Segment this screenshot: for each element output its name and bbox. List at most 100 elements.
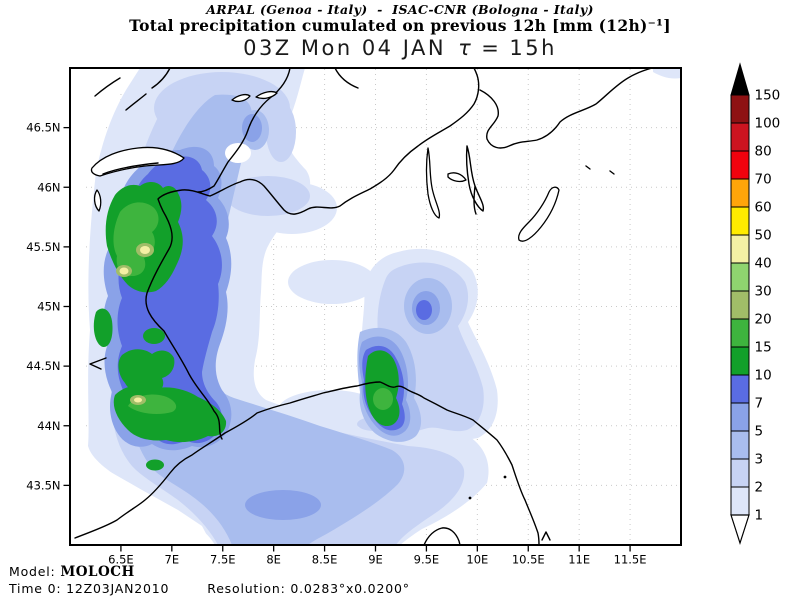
swiss-lake-thun — [231, 93, 251, 103]
axis-ticks — [63, 126, 631, 552]
init-time-label: Time 0: — [9, 581, 67, 596]
precip-level10-cluster — [118, 349, 175, 394]
white-left-margin — [70, 68, 86, 545]
x-axis-label: 9E — [368, 553, 383, 567]
colorbar-cell — [730, 458, 750, 488]
lake-como — [465, 145, 485, 215]
island-gorgona — [468, 496, 472, 500]
precip-level5-sea-oval — [245, 490, 321, 520]
resolution-value: 0.0283°x0.0200° — [290, 581, 410, 596]
x-axis-label: 7E — [165, 553, 180, 567]
model-line: Model: MOLOCH — [9, 564, 135, 580]
islet-b — [609, 170, 615, 175]
swiss-lake-brienz — [255, 90, 278, 100]
lead-time-value: 15h — [509, 36, 557, 60]
resolution-label: Resolution: — [207, 581, 291, 596]
colorbar-label: 100 — [755, 116, 781, 132]
time-resolution-line: Time 0: 12Z03JAN2010 Resolution: 0.0283°x… — [9, 581, 410, 596]
y-axis-label: 43.5N — [26, 478, 60, 492]
corsica-cap-corse — [423, 527, 461, 545]
y-axis-label: 46N — [37, 180, 60, 194]
islet-a — [585, 165, 591, 170]
x-axis-label: 10E — [466, 553, 488, 567]
colorbar-under-arrow — [730, 514, 750, 545]
colorbar-over-arrow — [730, 62, 750, 96]
colorbar-cell — [730, 346, 750, 376]
colorbar-label: 80 — [755, 144, 772, 160]
init-time-value: 12Z03JAN2010 — [66, 581, 170, 596]
lake-lugano — [447, 172, 467, 183]
x-axis-label: 10.5E — [512, 553, 545, 567]
colorbar-cell — [730, 262, 750, 292]
colorbar-cell — [730, 318, 750, 348]
precip-level2-finger — [266, 102, 296, 162]
colorbar-label: 30 — [755, 284, 772, 300]
colorbar-label: 150 — [755, 88, 781, 104]
precip-level10-south-dot — [146, 459, 164, 471]
colorbar-label: 1 — [755, 508, 764, 524]
valid-time-text: 03Z Mon 04 JAN — [243, 36, 447, 60]
model-name: MOLOCH — [60, 564, 135, 580]
coastline-riviera — [74, 381, 540, 545]
axis-labels: 6.5E 7E 7.5E 8E 8.5E 9E 9.5E 10E 10.5E 11E 11.5E 46… — [26, 121, 646, 567]
colorbar-label: 40 — [755, 256, 772, 272]
colorbar-cell — [730, 290, 750, 320]
colorbar-cell — [730, 122, 750, 152]
precip-level15-genoa-inner — [373, 388, 393, 410]
islet-triangle — [541, 531, 551, 541]
institutions-credit-line: ARPAL (Genoa - Italy) - ISAC-CNR (Bologn… — [206, 2, 594, 17]
colorbar-cell — [730, 486, 750, 516]
lake-geneva — [90, 146, 185, 177]
colorbar-cell — [730, 178, 750, 208]
lake-garda — [517, 186, 560, 242]
colorbar-label: 10 — [755, 368, 772, 384]
precip-level2-tongue — [226, 176, 310, 216]
geography-lines — [74, 68, 653, 545]
colorbar-cell — [730, 234, 750, 264]
lake-maggiore — [425, 147, 441, 219]
precip-level7-po-spot — [416, 300, 432, 320]
equals-sign: = — [481, 36, 502, 60]
border-top-stub-b — [334, 68, 359, 89]
y-axis-label: 45.5N — [26, 240, 60, 254]
precip-level10-west-sliver — [93, 308, 113, 348]
border-top-stub-a — [151, 68, 171, 89]
island-capraia — [503, 475, 507, 479]
colorbar-cell — [730, 150, 750, 180]
colorbar-label: 15 — [755, 340, 772, 356]
model-label: Model: — [9, 564, 61, 579]
precip-level5-top-spot — [242, 114, 262, 142]
border-france-italy — [145, 68, 480, 440]
colorbar-label: 7 — [755, 396, 764, 412]
x-axis-label: 11.5E — [614, 553, 647, 567]
colorbar-cell — [730, 374, 750, 404]
colorbar-cell — [730, 430, 750, 460]
x-axis-label: 7.5E — [210, 553, 236, 567]
colorbar-label: 60 — [755, 200, 772, 216]
white-southwest-corner — [70, 458, 212, 545]
x-axis-label: 9.5E — [414, 553, 440, 567]
jura-line-a — [94, 77, 121, 97]
precipitation-field — [70, 68, 681, 545]
colorbar-label: 5 — [755, 424, 764, 440]
white-topleft-corner — [70, 68, 136, 170]
precip-level1-bridge-north — [288, 260, 376, 304]
y-axis-label: 44N — [37, 419, 60, 433]
colorbar-cell — [730, 402, 750, 432]
precip-level1-bridge-south — [278, 390, 382, 430]
colorbar: 150 100 80 70 60 50 40 30 20 15 10 7 5 3 2 1 — [730, 62, 781, 545]
x-axis-label: 11E — [568, 553, 590, 567]
colorbar-label: 3 — [755, 452, 764, 468]
precip-level1-corner-patch — [653, 68, 681, 79]
precip-level40-core-c — [134, 397, 142, 403]
y-axis-label: 44.5N — [26, 359, 60, 373]
lake-annecy — [93, 189, 102, 212]
tau-symbol: τ — [458, 36, 474, 60]
lake-geneva-shore — [102, 162, 159, 175]
border-northeast — [479, 68, 653, 149]
y-axis-label: 45N — [37, 300, 60, 314]
precip-level10-east-spot — [143, 328, 165, 344]
valid-time-title: 03Z Mon 04 JAN τ = 15h — [0, 36, 800, 60]
jura-line-b — [125, 93, 147, 111]
